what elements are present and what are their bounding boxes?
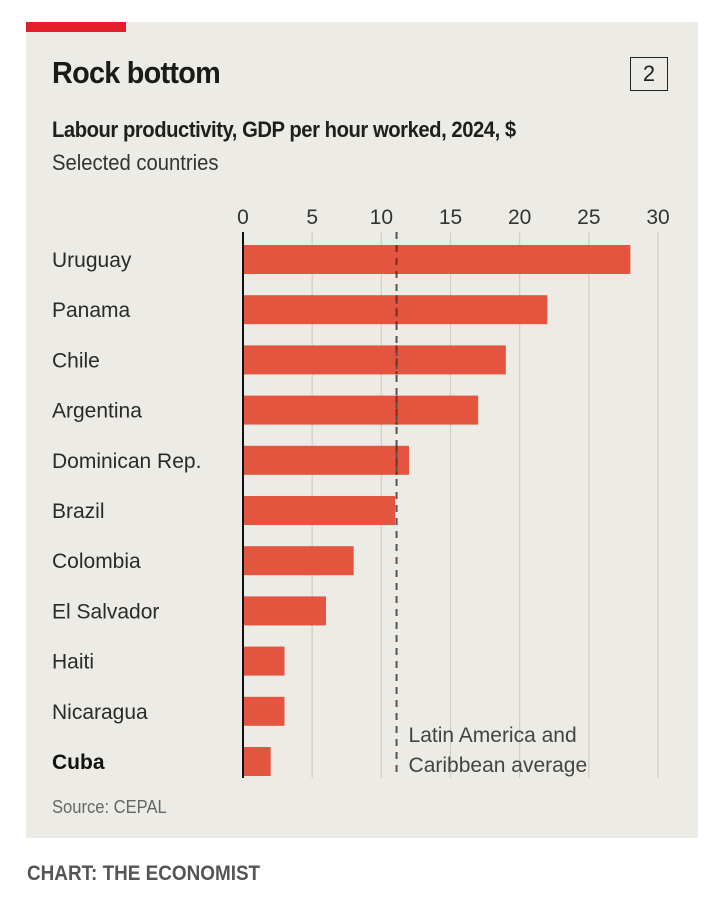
category-label: Haiti <box>52 651 94 674</box>
bar-nicaragua <box>243 696 285 726</box>
bar-uruguay <box>243 245 631 274</box>
accent-bar <box>26 22 126 32</box>
x-axis-ticks: 0 5 10 15 20 25 30 <box>237 206 670 229</box>
average-annotation: Caribbean average <box>409 754 588 777</box>
category-label: Colombia <box>52 550 141 573</box>
x-tick-label: 5 <box>306 206 318 229</box>
category-label: Argentina <box>52 400 142 423</box>
category-label: Uruguay <box>52 249 132 272</box>
category-label: Panama <box>52 299 131 322</box>
chart-subtitle: Labour productivity, GDP per hour worked… <box>52 117 516 142</box>
bar-dominican-rep <box>243 445 409 475</box>
chart-panel <box>26 22 698 838</box>
x-tick-label: 10 <box>370 206 393 229</box>
x-tick-label: 0 <box>237 206 249 229</box>
bar-colombia <box>243 546 354 576</box>
category-label: Nicaragua <box>52 701 148 724</box>
bar-chile <box>243 345 506 375</box>
category-label: Dominican Rep. <box>52 450 201 473</box>
x-tick-label: 30 <box>646 206 669 229</box>
bar-cuba <box>243 747 271 776</box>
category-label: Chile <box>52 349 100 372</box>
x-tick-label: 20 <box>508 206 531 229</box>
bar-el-salvador <box>243 596 326 626</box>
bar-haiti <box>243 646 285 676</box>
category-label: El Salvador <box>52 600 159 623</box>
chart-number-badge: 2 <box>630 57 668 91</box>
bars <box>242 232 631 778</box>
bar-brazil <box>243 496 396 525</box>
average-annotation: Latin America and <box>409 724 577 747</box>
x-tick-label: 15 <box>439 206 462 229</box>
bar-panama <box>243 295 548 325</box>
category-label: Brazil <box>52 500 105 523</box>
source-note: Source: CEPAL <box>52 797 167 817</box>
bar-argentina <box>243 395 479 425</box>
category-label: Cuba <box>52 751 105 774</box>
chart-credit: CHART: THE ECONOMIST <box>27 862 261 885</box>
average-reference: Latin America and Caribbean average <box>395 232 588 778</box>
category-labels: Uruguay Panama Chile Argentina Dominican Rep… <box>52 249 201 774</box>
x-tick-label: 25 <box>577 206 600 229</box>
chart-subtitle-secondary: Selected countries <box>52 150 219 175</box>
chart-title: Rock bottom <box>52 55 221 90</box>
